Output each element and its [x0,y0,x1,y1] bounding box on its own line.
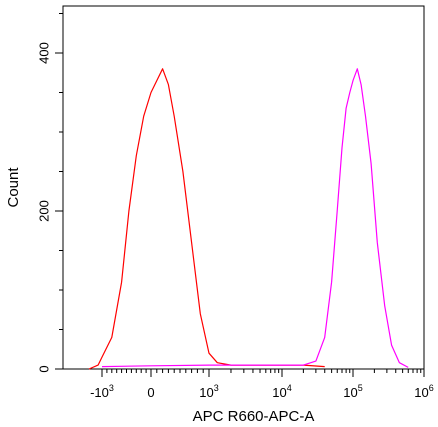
histogram-series-2 [101,68,409,368]
x-tick-label: 105 [343,383,362,400]
y-tick-label: 400 [36,42,51,64]
histogram-series-1 [88,68,325,370]
plot-frame [62,5,425,370]
x-tick-label: 0 [147,385,154,400]
x-tick-label: -103 [90,383,114,400]
x-axis-title: APC R660-APC-A [193,408,315,425]
y-axis-title: Count [5,167,22,208]
y-tick-label: 0 [36,365,51,372]
x-tick-label: 106 [414,383,433,400]
x-tick-label: 103 [199,383,218,400]
y-tick-label: 200 [36,200,51,222]
x-tick-label: 104 [272,383,291,400]
